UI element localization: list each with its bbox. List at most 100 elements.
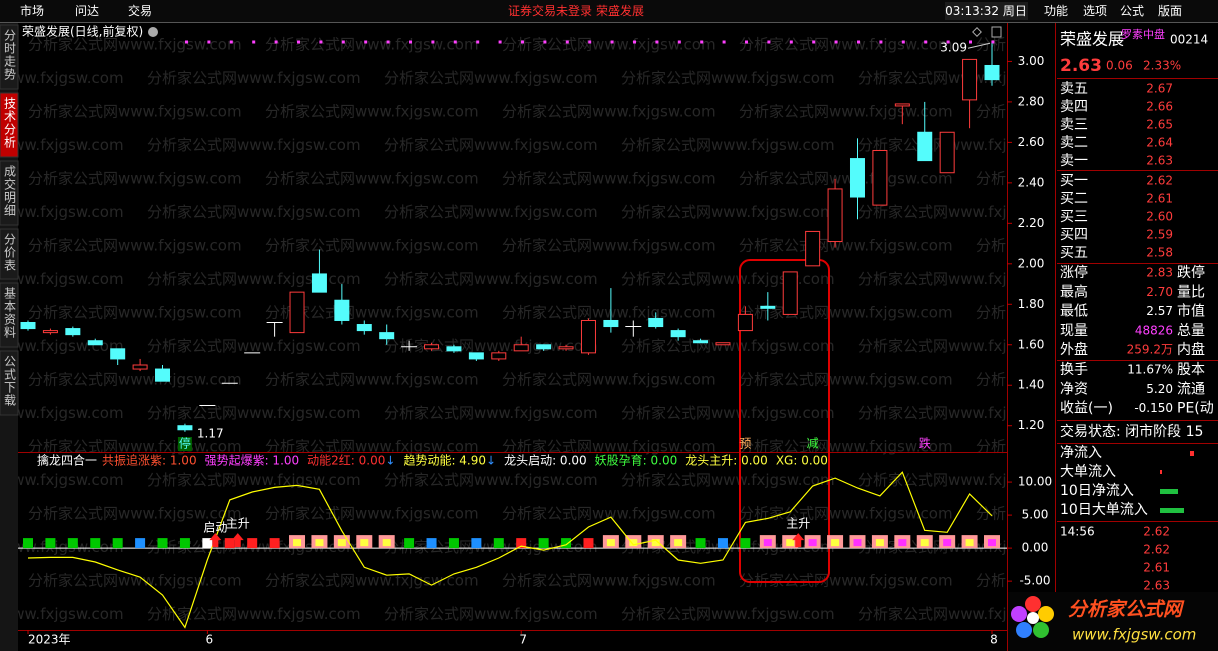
watermark: 分析家公式网www.fxjgsw.com [28, 572, 242, 590]
watermark: 分析家公式网www.fxjgsw.com [1213, 371, 1218, 389]
tick-time: 14:56 [1060, 525, 1095, 539]
menu-item[interactable]: 公式 [1120, 4, 1144, 18]
tab-bg[interactable] [0, 24, 19, 90]
signal-square [404, 538, 415, 549]
indicator-line [27, 471, 993, 629]
candle-body [693, 340, 709, 344]
legend-item: 强势起爆紫: 1.00 [205, 454, 300, 468]
watermark: 分析家公式网www.fxjgsw.com [0, 337, 124, 355]
menu-item[interactable]: 功能 [1044, 4, 1068, 18]
tab-bg[interactable] [0, 282, 19, 348]
y-tick-label: 1.60 [1018, 337, 1045, 351]
watermark: 分析家公式网www.fxjgsw.com [976, 572, 1190, 590]
watermark: 分析家公式网www.fxjgsw.com [1213, 304, 1218, 322]
signal-square [493, 538, 504, 549]
book-price: 2.64 [1146, 136, 1173, 150]
stat-value: 2.83 [1146, 266, 1173, 280]
watermark: 分析家公式网www.fxjgsw.com [1213, 572, 1218, 590]
signal-arrow [209, 533, 222, 548]
tab-bg[interactable] [0, 92, 19, 158]
signal-square [224, 538, 235, 549]
tab[interactable]: 技术分析 [3, 97, 17, 149]
signal-inner [988, 539, 996, 547]
watermark: 分析家公式网www.fxjgsw.com [502, 572, 716, 590]
watermark: 分析家公式网www.fxjgsw.com [265, 505, 479, 523]
signal-inner [674, 539, 683, 547]
candle-body [603, 319, 619, 328]
watermark: 分析家公式网www.fxjgsw.com [621, 270, 835, 288]
watermark: 分析家公式网www.fxjgsw.com [1213, 170, 1218, 188]
watermark: 分析家公式网www.fxjgsw.com [265, 371, 479, 389]
watermark: 分析家公式网www.fxjgsw.com [265, 36, 479, 54]
watermark: 分析家公式网www.fxjgsw.com [28, 237, 242, 255]
menu-item[interactable]: 市场 [20, 3, 44, 18]
watermark: 分析家公式网www.fxjgsw.com [858, 404, 1072, 422]
tab[interactable]: 基本资料 [3, 287, 17, 339]
window-icon[interactable] [991, 26, 1002, 38]
stat-label: 换手 [1060, 361, 1088, 378]
tick-price: 2.63 [1143, 579, 1170, 593]
watermark: 分析家公式网www.fxjgsw.com [858, 270, 1072, 288]
tab[interactable]: 分时走势 [3, 29, 17, 81]
annotation: 预 [739, 437, 751, 451]
signal-square [23, 538, 33, 549]
tick-price: 2.61 [1143, 561, 1170, 575]
watermark: 分析家公式网www.fxjgsw.com [621, 337, 835, 355]
watermark: 分析家公式网www.fxjgsw.com [384, 270, 598, 288]
y-tick-label: 3.00 [1018, 54, 1045, 68]
menu-item[interactable]: 问达 [75, 4, 99, 18]
watermark: 分析家公式网www.fxjgsw.com [621, 605, 835, 623]
title-menu-icon[interactable] [148, 27, 158, 37]
watermark: 分析家公式网www.fxjgsw.com [28, 170, 242, 188]
book-price: 2.60 [1146, 210, 1173, 224]
book-price: 2.66 [1146, 100, 1173, 114]
menu-item[interactable]: 选项 [1083, 4, 1107, 18]
legend-item: 妖股孕育: 0.00 [595, 453, 678, 468]
stat-value: 2.57 [1146, 304, 1173, 318]
candle-body [580, 319, 596, 354]
trade-status: 交易状态: 闭市阶段 15 [1060, 423, 1203, 440]
signal-inner [875, 539, 884, 547]
watermark: 分析家公式网www.fxjgsw.com [384, 471, 598, 489]
signal-square [516, 538, 527, 549]
low-label: 1.17 [197, 426, 224, 440]
tab-bg[interactable] [0, 350, 19, 416]
tick-price: 2.62 [1143, 525, 1170, 539]
tab[interactable]: 成交明细 [3, 165, 17, 217]
stat-value: 48826 [1135, 323, 1173, 337]
annotation-bg [177, 437, 192, 451]
watermark: 分析家公式网www.fxjgsw.com [384, 203, 598, 221]
status-text: 证券交易未登录 [508, 3, 592, 18]
signal-square [247, 538, 258, 549]
signal-inner [920, 539, 929, 547]
flow-label: 大单流入 [1060, 464, 1116, 480]
menu-item[interactable]: 版面 [1158, 4, 1182, 18]
y-tick-label: -5.00 [1019, 574, 1050, 588]
clock-box [945, 2, 1028, 20]
stat-extra: 市值 [1177, 303, 1205, 320]
x-tick-label: 7 [519, 633, 527, 647]
tab-bg[interactable] [0, 160, 19, 226]
watermark: 分析家公式网www.fxjgsw.com [502, 505, 716, 523]
signal-square [112, 538, 123, 549]
signal-square [157, 538, 168, 549]
x-tick-label: 2023年 [28, 633, 71, 647]
tab[interactable]: 分价表 [3, 233, 17, 272]
flow-bar [1160, 508, 1184, 513]
signal-arrow [231, 533, 244, 548]
watermark: 分析家公式网www.fxjgsw.com [976, 237, 1190, 255]
watermark: 分析家公式网www.fxjgsw.com [858, 337, 1072, 355]
tab[interactable]: 公式下载 [3, 355, 17, 407]
watermark: 分析家公式网www.fxjgsw.com [147, 337, 361, 355]
y-tick-label: 10.00 [1018, 475, 1052, 489]
diamond-icon[interactable] [972, 27, 982, 37]
tab-bg[interactable] [0, 228, 19, 280]
legend-arrow: ↓ [385, 454, 395, 468]
stat-label: 现量 [1060, 323, 1088, 339]
menu-item[interactable]: 交易 [128, 3, 152, 18]
watermark: 分析家公式网www.fxjgsw.com [28, 371, 242, 389]
watermark: 分析家公式网www.fxjgsw.com [265, 237, 479, 255]
stat-value: 5.20 [1146, 382, 1173, 396]
stat-extra: 跌停 [1177, 264, 1205, 281]
watermark: 分析家公式网www.fxjgsw.com [858, 605, 1072, 623]
